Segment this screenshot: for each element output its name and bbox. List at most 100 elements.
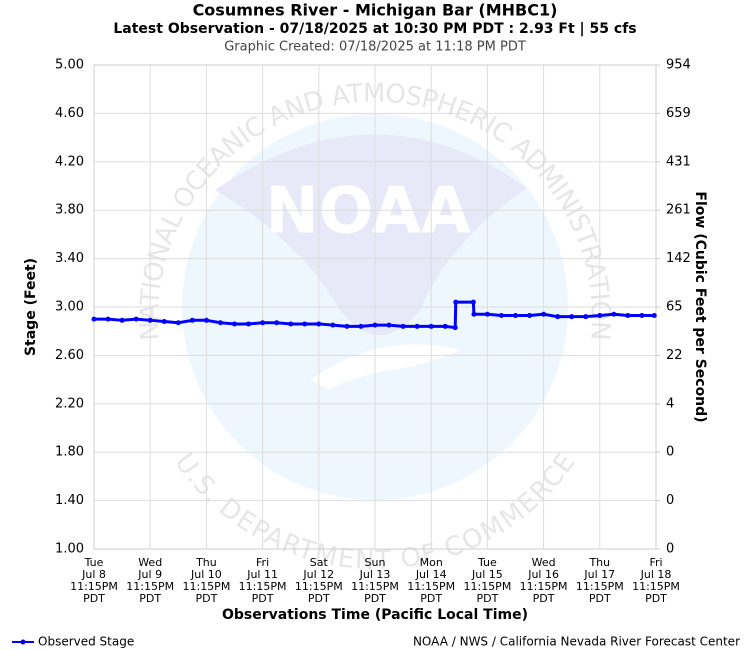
data-point <box>189 317 195 323</box>
data-point <box>316 321 322 327</box>
x-tick-label: PDT <box>139 592 161 605</box>
data-point <box>414 323 420 329</box>
x-tick-label: 11:15PM <box>295 580 343 593</box>
y2-tick-label: 65 <box>666 300 683 315</box>
data-point <box>428 323 434 329</box>
x-tick-label: PDT <box>252 592 274 605</box>
data-point <box>555 314 561 320</box>
y-tick-label: 4.60 <box>55 106 84 121</box>
x-tick-label: 11:15PM <box>632 580 680 593</box>
watermark-shape <box>215 134 527 335</box>
data-point <box>358 323 364 329</box>
x-tick-label: Jul 13 <box>359 568 391 581</box>
data-point <box>498 312 504 318</box>
y-tick-label: 1.80 <box>55 445 84 460</box>
data-point <box>597 312 603 318</box>
data-point <box>246 321 252 327</box>
y-tick-label: 5.00 <box>55 58 84 73</box>
y-tick-label: 2.20 <box>55 396 84 411</box>
data-point <box>452 325 458 331</box>
data-point <box>400 323 406 329</box>
y2-tick-label: 22 <box>666 348 683 363</box>
x-tick-label: PDT <box>364 592 386 605</box>
data-point <box>484 311 490 317</box>
data-point <box>147 317 153 323</box>
data-point <box>119 317 125 323</box>
x-tick-label: PDT <box>589 592 611 605</box>
labels: 1.00 1.40 1.80 2.20 2.60 3.00 3.40 3.80 4.20 4.60… <box>55 58 691 606</box>
x-tick-label: Jul 16 <box>527 568 559 581</box>
y-tick-label: 1.00 <box>55 542 84 557</box>
x-tick-label: PDT <box>308 592 330 605</box>
data-point <box>569 314 575 320</box>
x-tick-label: PDT <box>195 592 217 605</box>
data-point <box>527 312 533 318</box>
data-point <box>133 316 139 322</box>
y-axis-title: Stage (Feet) <box>23 258 39 356</box>
y2-tick-label: 142 <box>666 251 691 266</box>
data-point <box>541 311 547 317</box>
x-tick-label: Jul 9 <box>137 568 162 581</box>
x-tick-label: Jul 10 <box>190 568 222 581</box>
y2-tick-label: 0 <box>666 445 674 460</box>
data-point <box>288 321 294 327</box>
x-tick-label: Jul 17 <box>583 568 615 581</box>
x-tick-label: Tue <box>477 556 497 569</box>
x-tick-label: 11:15PM <box>239 580 287 593</box>
legend-marker <box>20 639 26 645</box>
data-point <box>442 323 448 329</box>
y2-tick-label: 4 <box>666 396 674 411</box>
x-tick-label: PDT <box>83 592 105 605</box>
x-tick-label: PDT <box>533 592 555 605</box>
x-tick-label: PDT <box>420 592 442 605</box>
x-tick-label: Tue <box>84 556 104 569</box>
data-point <box>611 311 617 317</box>
x-tick-label: Jul 11 <box>246 568 278 581</box>
marks <box>91 299 657 331</box>
data-point <box>513 312 518 318</box>
y2-tick-label: 0 <box>666 493 674 508</box>
data-point <box>651 312 657 318</box>
data-point <box>470 299 476 305</box>
y-tick-label: 3.00 <box>55 300 84 315</box>
x-tick-label: Mon <box>420 556 443 569</box>
data-point <box>217 320 223 326</box>
data-point <box>625 312 631 318</box>
x-tick-label: 11:15PM <box>126 580 174 593</box>
data-point <box>471 311 477 317</box>
x-tick-label: 11:15PM <box>520 580 568 593</box>
x-tick-label: Sun <box>365 556 386 569</box>
data-point <box>232 321 237 327</box>
x-tick-label: Fri <box>256 556 269 569</box>
x-tick-label: Fri <box>649 556 662 569</box>
chart-title: Cosumnes River - Michigan Bar (MHBC1) <box>193 1 558 20</box>
legend-label: Observed Stage <box>38 635 134 649</box>
x-tick-label: 11:15PM <box>407 580 455 593</box>
y2-axis-title: Flow (Cubic Feet per Second) <box>692 191 708 422</box>
y-tick-label: 3.40 <box>55 251 84 266</box>
data-point <box>302 321 308 327</box>
x-tick-label: Wed <box>532 556 556 569</box>
data-point <box>386 322 392 328</box>
data-point <box>344 323 350 329</box>
y2-tick-label: 0 <box>666 542 674 557</box>
y-tick-label: 2.60 <box>55 348 84 363</box>
x-tick-label: Thu <box>588 556 610 569</box>
data-point <box>583 314 589 320</box>
data-point <box>203 317 209 323</box>
data-point <box>91 316 97 322</box>
watermark-logo: NOAA <box>265 175 471 249</box>
x-tick-label: Thu <box>195 556 217 569</box>
x-tick-label: 11:15PM <box>70 580 118 593</box>
x-tick-label: Jul 8 <box>81 568 106 581</box>
data-point <box>175 320 181 326</box>
x-tick-label: 11:15PM <box>576 580 624 593</box>
y2-tick-label: 954 <box>666 58 691 73</box>
x-tick-label: 11:15PM <box>182 580 230 593</box>
data-point <box>105 316 111 322</box>
x-tick-label: PDT <box>476 592 498 605</box>
data-point <box>453 299 459 305</box>
data-point <box>161 319 167 325</box>
data-point <box>372 322 378 328</box>
